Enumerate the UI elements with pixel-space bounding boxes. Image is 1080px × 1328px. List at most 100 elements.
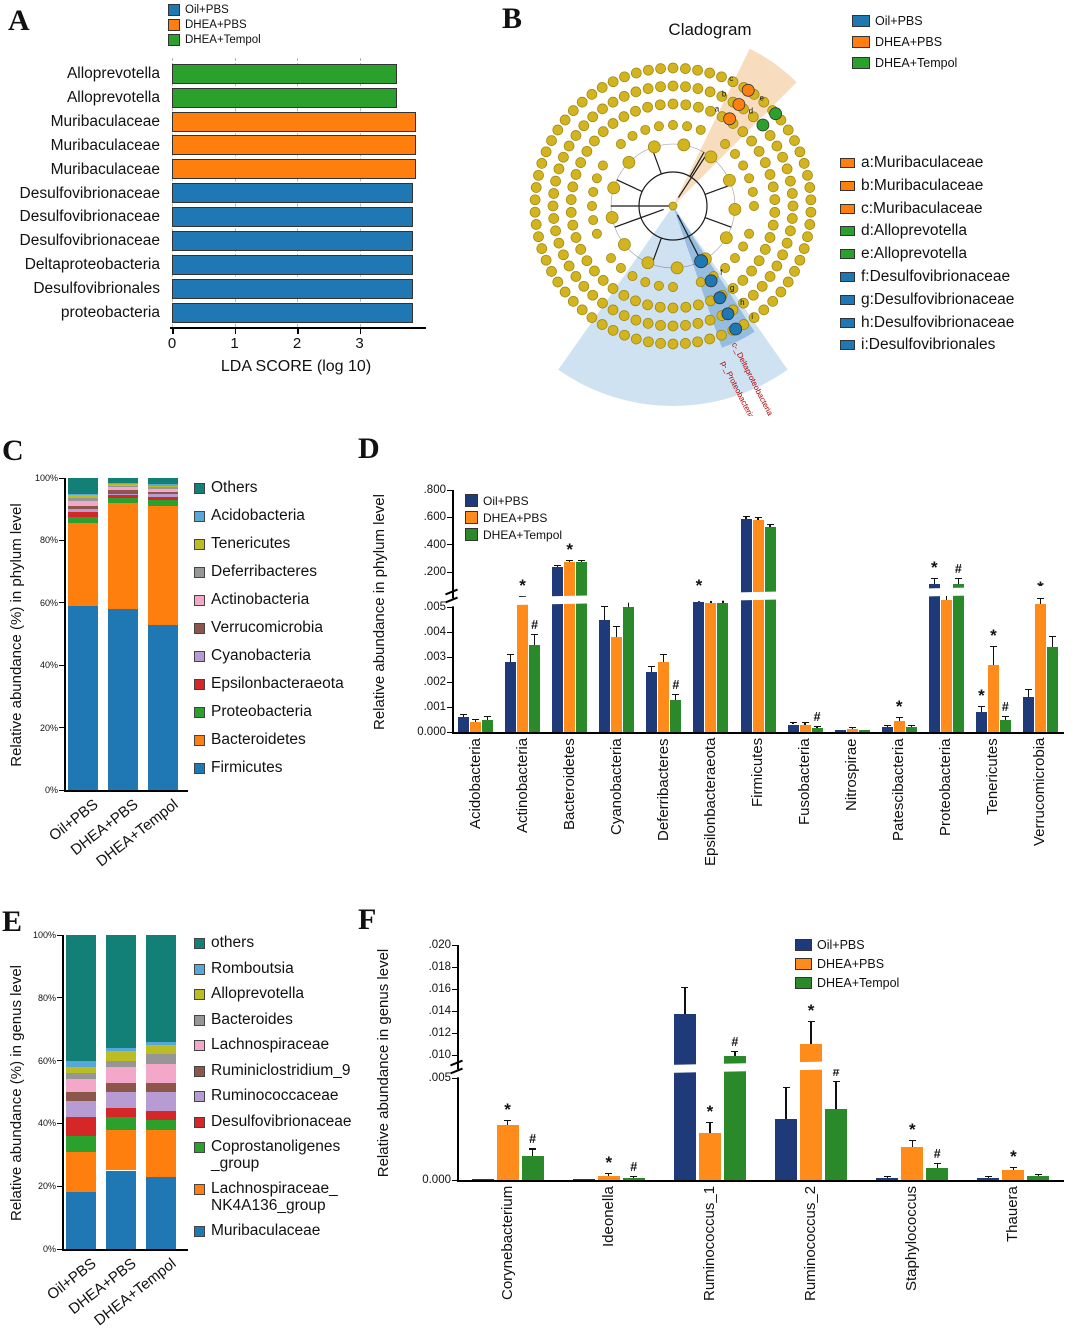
taxon-dot	[597, 126, 609, 137]
stack-segment-Ruminiclostridium_9	[146, 1082, 176, 1092]
y-tick-mark	[57, 1122, 62, 1124]
error-bar-cap	[613, 626, 621, 628]
x-tick-mark	[297, 328, 299, 334]
error-bar-line	[684, 987, 686, 1015]
y-tick-mark	[59, 727, 64, 729]
legend-swatch	[194, 679, 205, 690]
stack-segment-Lachnospiraceae_NK4A136_group	[66, 1151, 96, 1193]
taxon-dot	[728, 203, 742, 216]
tree-branch	[677, 153, 708, 198]
stack-segment-Bacteroidetes	[68, 523, 98, 606]
error-bar-cap	[706, 1121, 714, 1124]
bar-Oil+PBS	[928, 583, 940, 732]
x-category-label: Corynebacterium	[498, 1186, 516, 1301]
stack-segment-Ruminococcaceae	[146, 1092, 176, 1111]
legend-label: DHEA+Tempol	[185, 33, 261, 46]
y-tick-mark	[447, 544, 452, 546]
stack-segment-Proteobacteria	[148, 499, 178, 507]
stack-segment-Coprostanoligenes_group	[146, 1120, 176, 1130]
error-bar-cap	[832, 1081, 840, 1083]
taxon-dot	[575, 157, 587, 168]
x-category-label: Fusobacteria	[796, 738, 814, 825]
error-bar-line	[886, 725, 888, 727]
y-tick-mark	[447, 706, 452, 708]
y-tick-label: 80%	[39, 535, 58, 546]
taxon-dot	[589, 135, 600, 147]
legend-label: Cyanobacteria	[211, 647, 311, 664]
legend-label: Tenericutes	[211, 535, 291, 552]
x-tick-label: 1	[230, 335, 239, 352]
error-bar-cap	[1009, 1166, 1017, 1168]
error-bar-line	[569, 560, 571, 563]
taxon-dot	[794, 146, 806, 158]
taxon-dot	[668, 282, 678, 292]
error-bar-line	[757, 518, 759, 521]
bar-Oil+PBS	[458, 717, 470, 732]
lda-bar	[172, 111, 416, 132]
y-tick-label: .005	[423, 601, 446, 613]
cladogram-title: Cladogram	[668, 20, 752, 39]
lda-bar	[172, 254, 413, 275]
taxon-dot	[615, 139, 626, 149]
y-tick-label: .014	[428, 1005, 451, 1017]
stack-segment-Coprostanoligenes_group	[106, 1117, 136, 1130]
taxon-dot	[618, 91, 630, 102]
legend-item: Muribaculaceae	[194, 1222, 351, 1240]
error-bar-cap	[930, 577, 938, 580]
legend-swatch	[194, 1065, 205, 1077]
legend-item: Deferribacteres	[194, 563, 344, 581]
error-bar-cap	[1034, 1173, 1042, 1175]
x-category-label: Bacteroidetes	[560, 738, 578, 830]
taxon-dot	[655, 338, 666, 349]
taxon-dot	[630, 314, 642, 326]
error-bar-cap	[1024, 688, 1032, 690]
panel-e-genus-stacked-chart: E Relative abundance (%) in genus level …	[0, 905, 352, 1328]
error-bar-cap	[681, 986, 689, 989]
legend-swatch	[194, 483, 205, 494]
y-tick-label: .016	[428, 983, 451, 995]
stack-segment-Ruminococcaceae	[66, 1101, 96, 1118]
taxon-dot	[759, 157, 771, 168]
error-bar-line	[462, 714, 465, 717]
taxon-dot	[596, 319, 608, 330]
taxon-dot	[575, 244, 587, 255]
bar-Oil+PBS	[834, 729, 846, 732]
significance-annotation: *	[908, 1120, 916, 1140]
stack-segment-Lachnospiraceae_NK4A136_group	[146, 1129, 176, 1177]
legend-label: Ruminococcaceae	[211, 1087, 339, 1104]
legend-item: Epsilonbacteraeota	[194, 675, 344, 693]
x-category-label: Cyanobacteria	[607, 738, 625, 835]
y-tick-mark	[447, 731, 452, 733]
error-bar-line	[1051, 637, 1054, 647]
error-bar-line	[1027, 689, 1030, 697]
error-bar-cap	[460, 713, 468, 715]
clade-node-a	[723, 112, 737, 126]
legend-label: Bacteroides	[211, 1010, 293, 1028]
legend-label: Muribaculaceae	[211, 1222, 321, 1239]
taxon-dot	[618, 111, 630, 122]
legend-label: DHEA+PBS	[817, 956, 885, 971]
y-tick-mark	[59, 602, 64, 604]
legend-swatch	[194, 595, 205, 606]
stack-segment-Others	[148, 478, 178, 485]
taxon-dot	[607, 118, 619, 129]
error-bar-cap	[789, 721, 797, 723]
taxon-dot	[642, 83, 654, 94]
taxon-dot	[597, 275, 609, 286]
error-bar-line	[604, 607, 606, 620]
y-tick-mark	[447, 516, 452, 519]
lda-bar	[172, 207, 413, 228]
error-bar-cap	[507, 653, 515, 655]
tree-branch	[614, 208, 664, 228]
error-bar-cap	[742, 515, 750, 517]
stack-segment-Romboutsia	[106, 1048, 136, 1052]
taxon-dot	[769, 194, 781, 205]
taxon-dot	[704, 67, 716, 79]
x-category-label: Ruminococcus_1	[700, 1186, 718, 1302]
stack-segment-Tenericutes	[68, 495, 98, 499]
legend-item: Ruminococcaceae	[194, 1087, 351, 1105]
y-tick-label: 0%	[42, 1244, 56, 1254]
legend-label: DHEA+Tempol	[483, 527, 563, 542]
error-bar-cap	[807, 1021, 815, 1023]
taxon-dot	[704, 314, 716, 326]
